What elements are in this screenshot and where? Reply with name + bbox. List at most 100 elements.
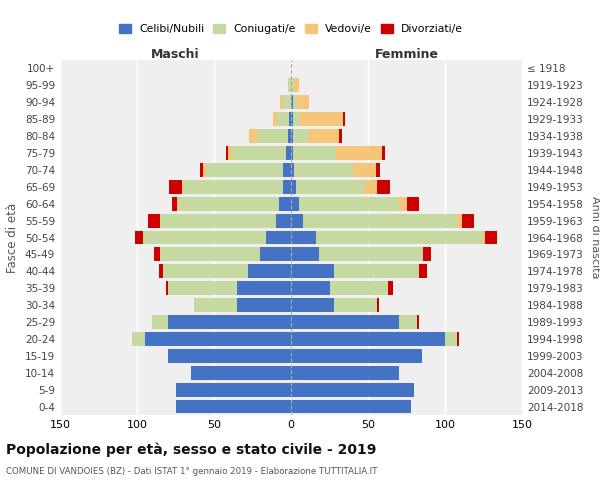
Bar	[158, 264, 163, 278]
Bar	[291, 180, 296, 194]
Bar	[288, 129, 291, 143]
Bar	[291, 400, 411, 413]
Bar	[291, 163, 294, 177]
Bar	[293, 129, 308, 143]
Bar	[319, 248, 424, 262]
Bar	[377, 298, 379, 312]
Bar	[248, 264, 291, 278]
Bar	[232, 146, 286, 160]
Bar	[291, 96, 293, 109]
Bar	[182, 180, 183, 194]
Bar	[365, 180, 377, 194]
Bar	[283, 180, 291, 194]
Bar	[457, 214, 462, 228]
Bar	[308, 129, 339, 143]
Bar	[160, 248, 260, 262]
Bar	[226, 146, 228, 160]
Bar	[399, 197, 407, 210]
Bar	[291, 366, 399, 380]
Bar	[291, 129, 293, 143]
Text: Maschi: Maschi	[151, 48, 200, 61]
Bar	[445, 332, 457, 346]
Bar	[300, 112, 343, 126]
Bar	[143, 230, 266, 244]
Bar	[334, 298, 377, 312]
Bar	[329, 282, 388, 295]
Bar	[407, 197, 419, 210]
Bar	[399, 315, 417, 329]
Bar	[277, 112, 289, 126]
Bar	[228, 146, 232, 160]
Bar	[176, 400, 291, 413]
Legend: Celibi/Nubili, Coniugati/e, Vedovi/e, Divorziati/e: Celibi/Nubili, Coniugati/e, Vedovi/e, Di…	[115, 20, 467, 38]
Bar	[316, 230, 482, 244]
Bar	[353, 163, 376, 177]
Bar	[288, 78, 291, 92]
Bar	[166, 282, 168, 295]
Bar	[462, 214, 474, 228]
Bar	[163, 264, 248, 278]
Bar	[172, 197, 177, 210]
Bar	[152, 315, 168, 329]
Bar	[293, 146, 335, 160]
Bar	[291, 382, 414, 396]
Bar	[194, 298, 237, 312]
Bar	[257, 129, 288, 143]
Bar	[339, 129, 342, 143]
Bar	[200, 163, 203, 177]
Bar	[291, 315, 399, 329]
Bar	[237, 298, 291, 312]
Bar	[291, 112, 293, 126]
Text: COMUNE DI VANDOIES (BZ) - Dati ISTAT 1° gennaio 2019 - Elaborazione TUTTITALIA.I: COMUNE DI VANDOIES (BZ) - Dati ISTAT 1° …	[6, 468, 377, 476]
Bar	[275, 214, 291, 228]
Bar	[419, 264, 427, 278]
Bar	[206, 163, 283, 177]
Bar	[291, 298, 334, 312]
Bar	[133, 332, 145, 346]
Bar	[272, 112, 277, 126]
Bar	[291, 282, 329, 295]
Bar	[168, 282, 237, 295]
Bar	[291, 197, 299, 210]
Bar	[291, 248, 319, 262]
Bar	[299, 197, 399, 210]
Bar	[417, 315, 419, 329]
Bar	[304, 214, 457, 228]
Bar	[457, 332, 459, 346]
Bar	[343, 112, 345, 126]
Text: Popolazione per età, sesso e stato civile - 2019: Popolazione per età, sesso e stato civil…	[6, 442, 376, 457]
Bar	[148, 214, 160, 228]
Bar	[289, 112, 291, 126]
Bar	[169, 180, 182, 194]
Bar	[168, 349, 291, 363]
Bar	[278, 197, 291, 210]
Bar	[424, 248, 431, 262]
Bar	[291, 78, 294, 92]
Bar	[296, 180, 365, 194]
Y-axis label: Fasce di età: Fasce di età	[7, 202, 19, 272]
Bar	[376, 163, 380, 177]
Bar	[160, 214, 275, 228]
Bar	[283, 96, 291, 109]
Bar	[291, 214, 304, 228]
Text: Femmine: Femmine	[374, 48, 439, 61]
Bar	[291, 230, 316, 244]
Bar	[145, 332, 291, 346]
Bar	[485, 230, 497, 244]
Bar	[266, 230, 291, 244]
Bar	[260, 248, 291, 262]
Bar	[334, 264, 419, 278]
Bar	[280, 96, 283, 109]
Bar	[179, 197, 278, 210]
Bar	[335, 146, 382, 160]
Bar	[291, 146, 293, 160]
Bar	[388, 282, 392, 295]
Bar	[168, 315, 291, 329]
Bar	[382, 146, 385, 160]
Bar	[294, 163, 353, 177]
Bar	[297, 96, 310, 109]
Bar	[177, 197, 179, 210]
Bar	[291, 264, 334, 278]
Bar	[286, 146, 291, 160]
Bar	[293, 112, 300, 126]
